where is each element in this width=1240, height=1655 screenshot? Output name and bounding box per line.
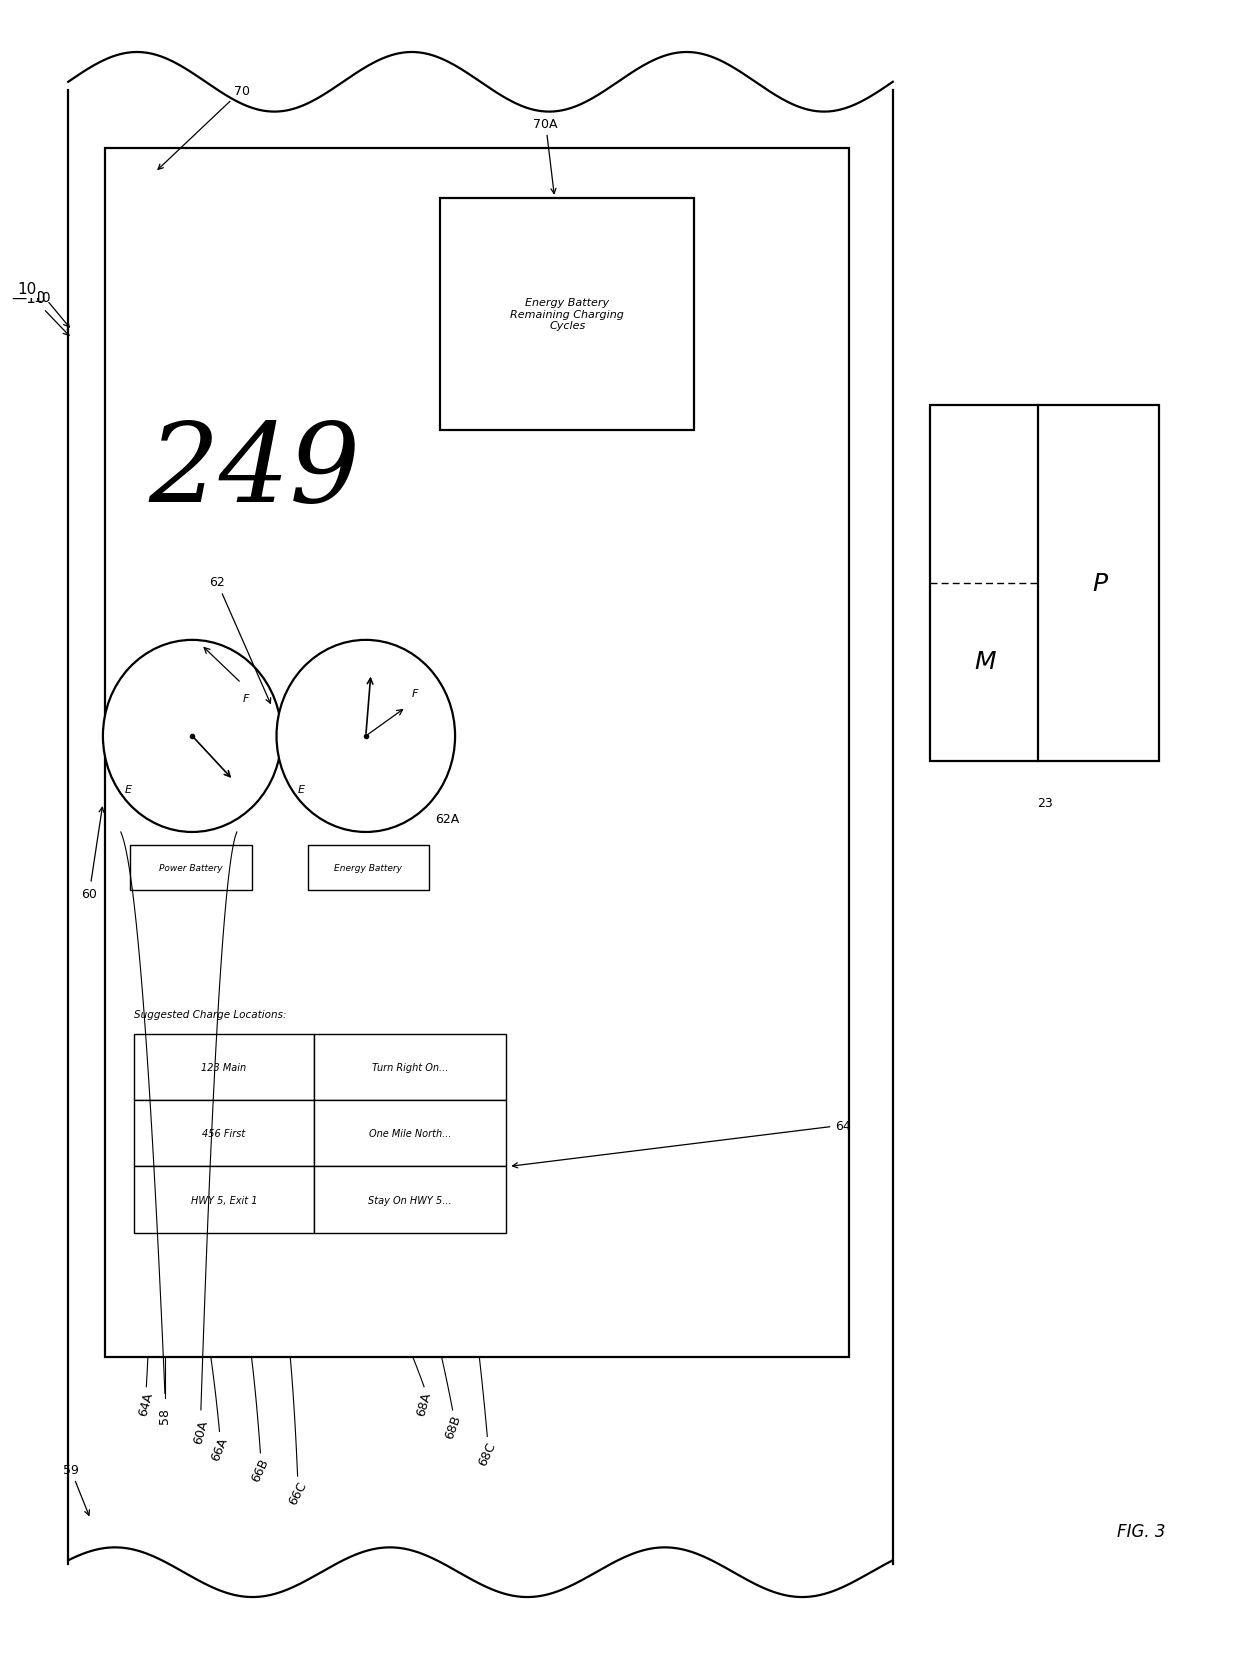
- Text: Power Battery: Power Battery: [159, 864, 223, 872]
- Text: E: E: [298, 784, 305, 794]
- Text: 59: 59: [63, 1463, 89, 1516]
- Text: Suggested Charge Locations:: Suggested Charge Locations:: [134, 1010, 286, 1019]
- Text: 66B: 66B: [249, 1456, 272, 1483]
- Text: 123 Main: 123 Main: [201, 1063, 247, 1072]
- Text: HWY 5, Exit 1: HWY 5, Exit 1: [191, 1195, 257, 1205]
- Text: E: E: [124, 784, 131, 794]
- Text: 66C: 66C: [286, 1480, 309, 1506]
- Text: One Mile North...: One Mile North...: [368, 1129, 451, 1139]
- Text: Stay On HWY 5...: Stay On HWY 5...: [368, 1195, 451, 1205]
- FancyBboxPatch shape: [134, 1101, 314, 1167]
- Text: 68C: 68C: [476, 1440, 498, 1466]
- Text: —10: —10: [11, 290, 46, 306]
- Text: 249: 249: [148, 419, 361, 525]
- Text: 68A: 68A: [414, 1390, 434, 1417]
- Text: Energy Battery: Energy Battery: [335, 864, 402, 872]
- Text: FIG. 3: FIG. 3: [1116, 1523, 1166, 1539]
- Text: 62A: 62A: [435, 813, 460, 826]
- Text: 70: 70: [157, 84, 249, 170]
- FancyBboxPatch shape: [930, 405, 1159, 761]
- Text: 68B: 68B: [443, 1413, 463, 1440]
- Text: 64A: 64A: [136, 1390, 156, 1417]
- FancyBboxPatch shape: [134, 1167, 314, 1233]
- Text: 23: 23: [1037, 796, 1053, 809]
- Text: 10: 10: [17, 281, 37, 298]
- FancyBboxPatch shape: [130, 846, 252, 890]
- Text: P: P: [1092, 571, 1107, 596]
- FancyBboxPatch shape: [314, 1167, 506, 1233]
- FancyBboxPatch shape: [440, 199, 694, 430]
- Ellipse shape: [277, 640, 455, 832]
- Text: M: M: [975, 650, 996, 674]
- FancyBboxPatch shape: [314, 1101, 506, 1167]
- Text: 10: 10: [33, 291, 51, 305]
- FancyBboxPatch shape: [314, 1034, 506, 1101]
- Text: F: F: [412, 688, 418, 698]
- FancyBboxPatch shape: [105, 149, 849, 1357]
- FancyBboxPatch shape: [308, 846, 429, 890]
- Text: 60: 60: [82, 808, 104, 900]
- Text: 62: 62: [210, 576, 270, 703]
- Text: 66A: 66A: [208, 1435, 231, 1461]
- Text: 60A: 60A: [191, 1418, 211, 1445]
- Text: 70A: 70A: [533, 118, 558, 194]
- Text: 58: 58: [159, 1407, 171, 1423]
- Text: Turn Right On...: Turn Right On...: [372, 1063, 448, 1072]
- Text: F: F: [243, 693, 249, 703]
- Text: 64: 64: [512, 1119, 851, 1168]
- Text: 456 First: 456 First: [202, 1129, 246, 1139]
- Ellipse shape: [103, 640, 281, 832]
- Text: Energy Battery
Remaining Charging
Cycles: Energy Battery Remaining Charging Cycles: [511, 298, 624, 331]
- FancyBboxPatch shape: [134, 1034, 314, 1101]
